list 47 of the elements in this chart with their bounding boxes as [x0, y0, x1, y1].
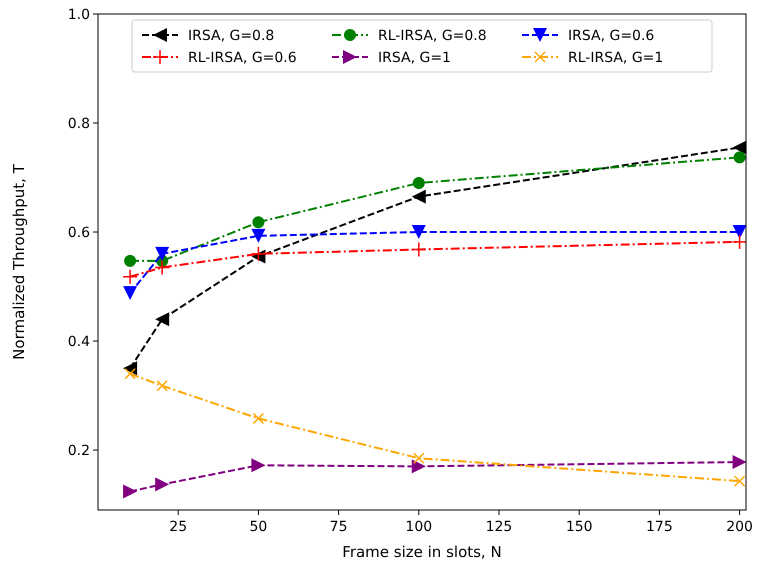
- y-axis-title: Normalized Throughput, T: [10, 163, 28, 360]
- point: [155, 312, 170, 326]
- point: [412, 225, 426, 240]
- point: [154, 260, 170, 276]
- point: [411, 242, 427, 258]
- x-tick-label: 50: [249, 519, 268, 535]
- point: [734, 475, 746, 487]
- x-tick-label: 25: [169, 519, 188, 535]
- y-tick-label: 0.2: [68, 443, 90, 460]
- point: [732, 455, 747, 470]
- x-tick-label: 175: [646, 519, 673, 535]
- point: [252, 412, 264, 424]
- point: [732, 225, 747, 240]
- point: [124, 368, 136, 380]
- point: [124, 254, 136, 267]
- x-tick-label: 200: [726, 519, 753, 535]
- point: [123, 484, 138, 498]
- y-tick-label: 0.8: [68, 116, 90, 132]
- y-tick-label: 0.6: [68, 225, 90, 242]
- point: [155, 477, 170, 492]
- point: [155, 246, 170, 261]
- legend-label: RL-IRSA, G=0.6: [188, 50, 297, 66]
- point: [156, 380, 168, 392]
- point: [412, 190, 426, 204]
- legend-label: RL-IRSA, G=0.8: [378, 28, 487, 44]
- y-tick-label: 1.0: [68, 7, 90, 23]
- y-tick-label: 0.4: [68, 334, 90, 350]
- x-tick-label: 150: [566, 519, 593, 535]
- legend-label: IRSA, G=1: [378, 50, 451, 66]
- point: [732, 234, 748, 250]
- x-tick-label: 100: [405, 519, 432, 535]
- point: [123, 286, 138, 300]
- legend-label: RL-IRSA, G=1: [568, 50, 664, 66]
- x-tick-label: 125: [486, 519, 512, 535]
- point: [122, 268, 138, 284]
- point: [250, 246, 266, 262]
- point: [413, 452, 425, 464]
- point: [252, 216, 264, 228]
- point: [734, 151, 746, 164]
- x-tick-label: 75: [330, 519, 348, 535]
- point: [251, 458, 266, 472]
- point: [412, 459, 426, 474]
- legend-label: IRSA, G=0.6: [568, 28, 654, 44]
- x-axis-title: Frame size in slots, N: [342, 543, 502, 561]
- legend-label: IRSA, G=0.8: [188, 28, 274, 44]
- point: [251, 228, 266, 243]
- point: [412, 176, 425, 189]
